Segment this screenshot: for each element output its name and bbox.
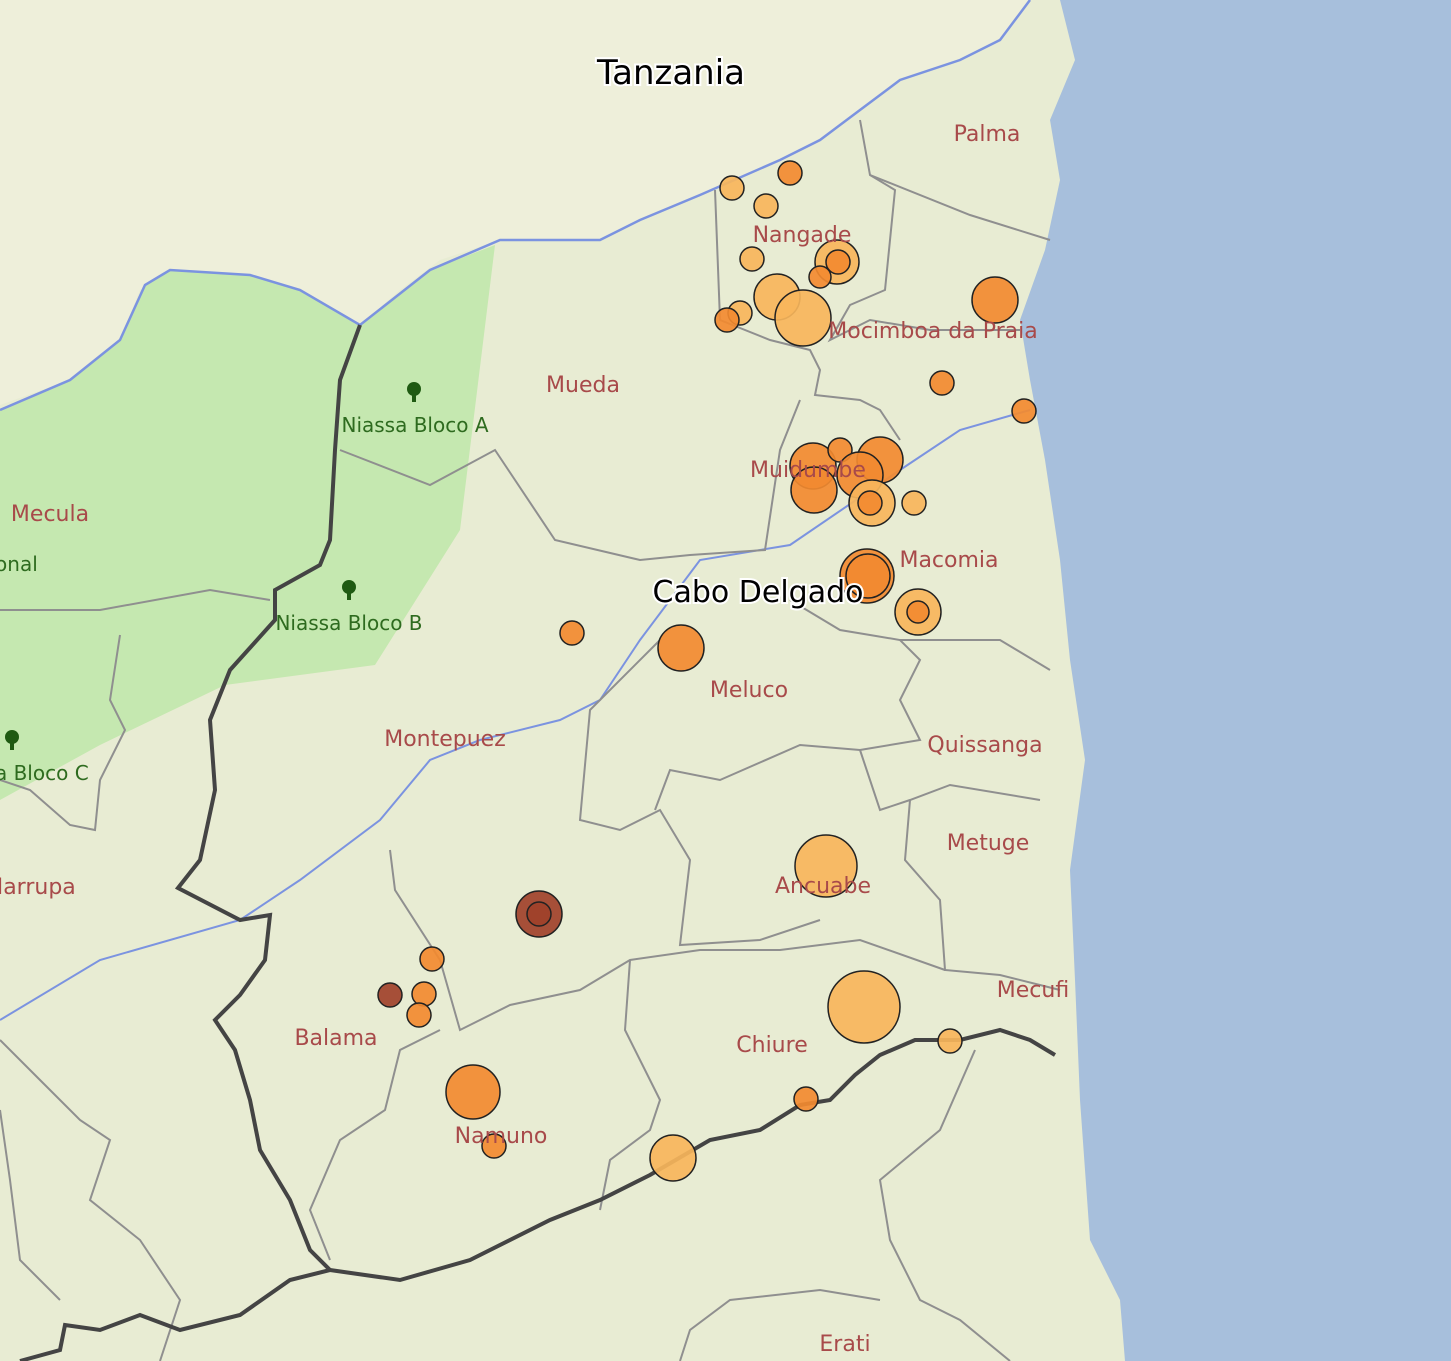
event-marker (827, 970, 901, 1044)
district-label: Montepuez (384, 727, 506, 752)
event-marker (906, 600, 930, 624)
event-marker (794, 834, 858, 898)
event-marker (753, 193, 779, 219)
event-marker (411, 981, 437, 1007)
park-icons (5, 382, 421, 750)
event-marker (377, 982, 403, 1008)
district-label: Namuno (455, 1124, 548, 1149)
district-label: Mecufi (997, 978, 1069, 1003)
event-marker (857, 490, 883, 516)
district-label: Mecula (11, 502, 89, 527)
event-marker (777, 160, 803, 186)
event-marker (406, 1002, 432, 1028)
event-marker (1011, 398, 1037, 424)
district-label: Erati (819, 1332, 870, 1357)
event-marker (559, 620, 585, 646)
event-marker (481, 1133, 507, 1159)
tanzania-area (0, 0, 1030, 405)
event-marker (971, 276, 1019, 324)
district-label: Quissanga (927, 733, 1042, 758)
district-label: Mocimboa da Praia (828, 319, 1037, 344)
event-marker (825, 249, 851, 275)
event-marker (719, 175, 745, 201)
event-marker (793, 1086, 819, 1112)
district-label: Mueda (546, 373, 620, 398)
event-marker (808, 265, 832, 289)
event-marker (714, 307, 740, 333)
district-label: Meluco (710, 678, 788, 703)
park-label: Niassa Bloco C (0, 761, 89, 785)
event-marker (739, 246, 765, 272)
district-label: Balama (294, 1026, 377, 1051)
district-label: Palma (954, 122, 1021, 147)
labels: Tanzania Cabo Delgado Palma Nangade Mocimb… (0, 51, 1069, 1357)
sea (1020, 0, 1451, 1361)
park-label: Niassa Bloco A (341, 413, 488, 437)
event-marker (790, 466, 838, 514)
province-label: Cabo Delgado (653, 575, 864, 610)
event-marker (657, 624, 705, 672)
park-label: Niassa National (0, 552, 38, 576)
park-area (0, 245, 495, 800)
event-marker (649, 1134, 697, 1182)
event-markers (377, 160, 1037, 1182)
event-marker (419, 946, 445, 972)
district-label: Muidumbe (750, 458, 866, 483)
country-label: Tanzania (596, 53, 745, 93)
district-label: Ancuabe (775, 874, 871, 899)
district-label: Macomia (899, 548, 998, 573)
event-marker (445, 1064, 501, 1120)
district-label: Metuge (947, 831, 1030, 856)
district-label: Nangade (753, 223, 852, 248)
district-label: Marrupa (0, 875, 76, 900)
international-border (0, 0, 1031, 412)
event-marker (929, 370, 955, 396)
district-borders (0, 119, 1061, 1361)
event-marker (937, 1028, 963, 1054)
event-marker (845, 553, 891, 599)
event-marker (526, 901, 552, 927)
park-label: Niassa Bloco B (275, 611, 422, 635)
district-label: Chiure (736, 1033, 807, 1058)
event-marker (901, 490, 927, 516)
event-marker (774, 289, 832, 347)
